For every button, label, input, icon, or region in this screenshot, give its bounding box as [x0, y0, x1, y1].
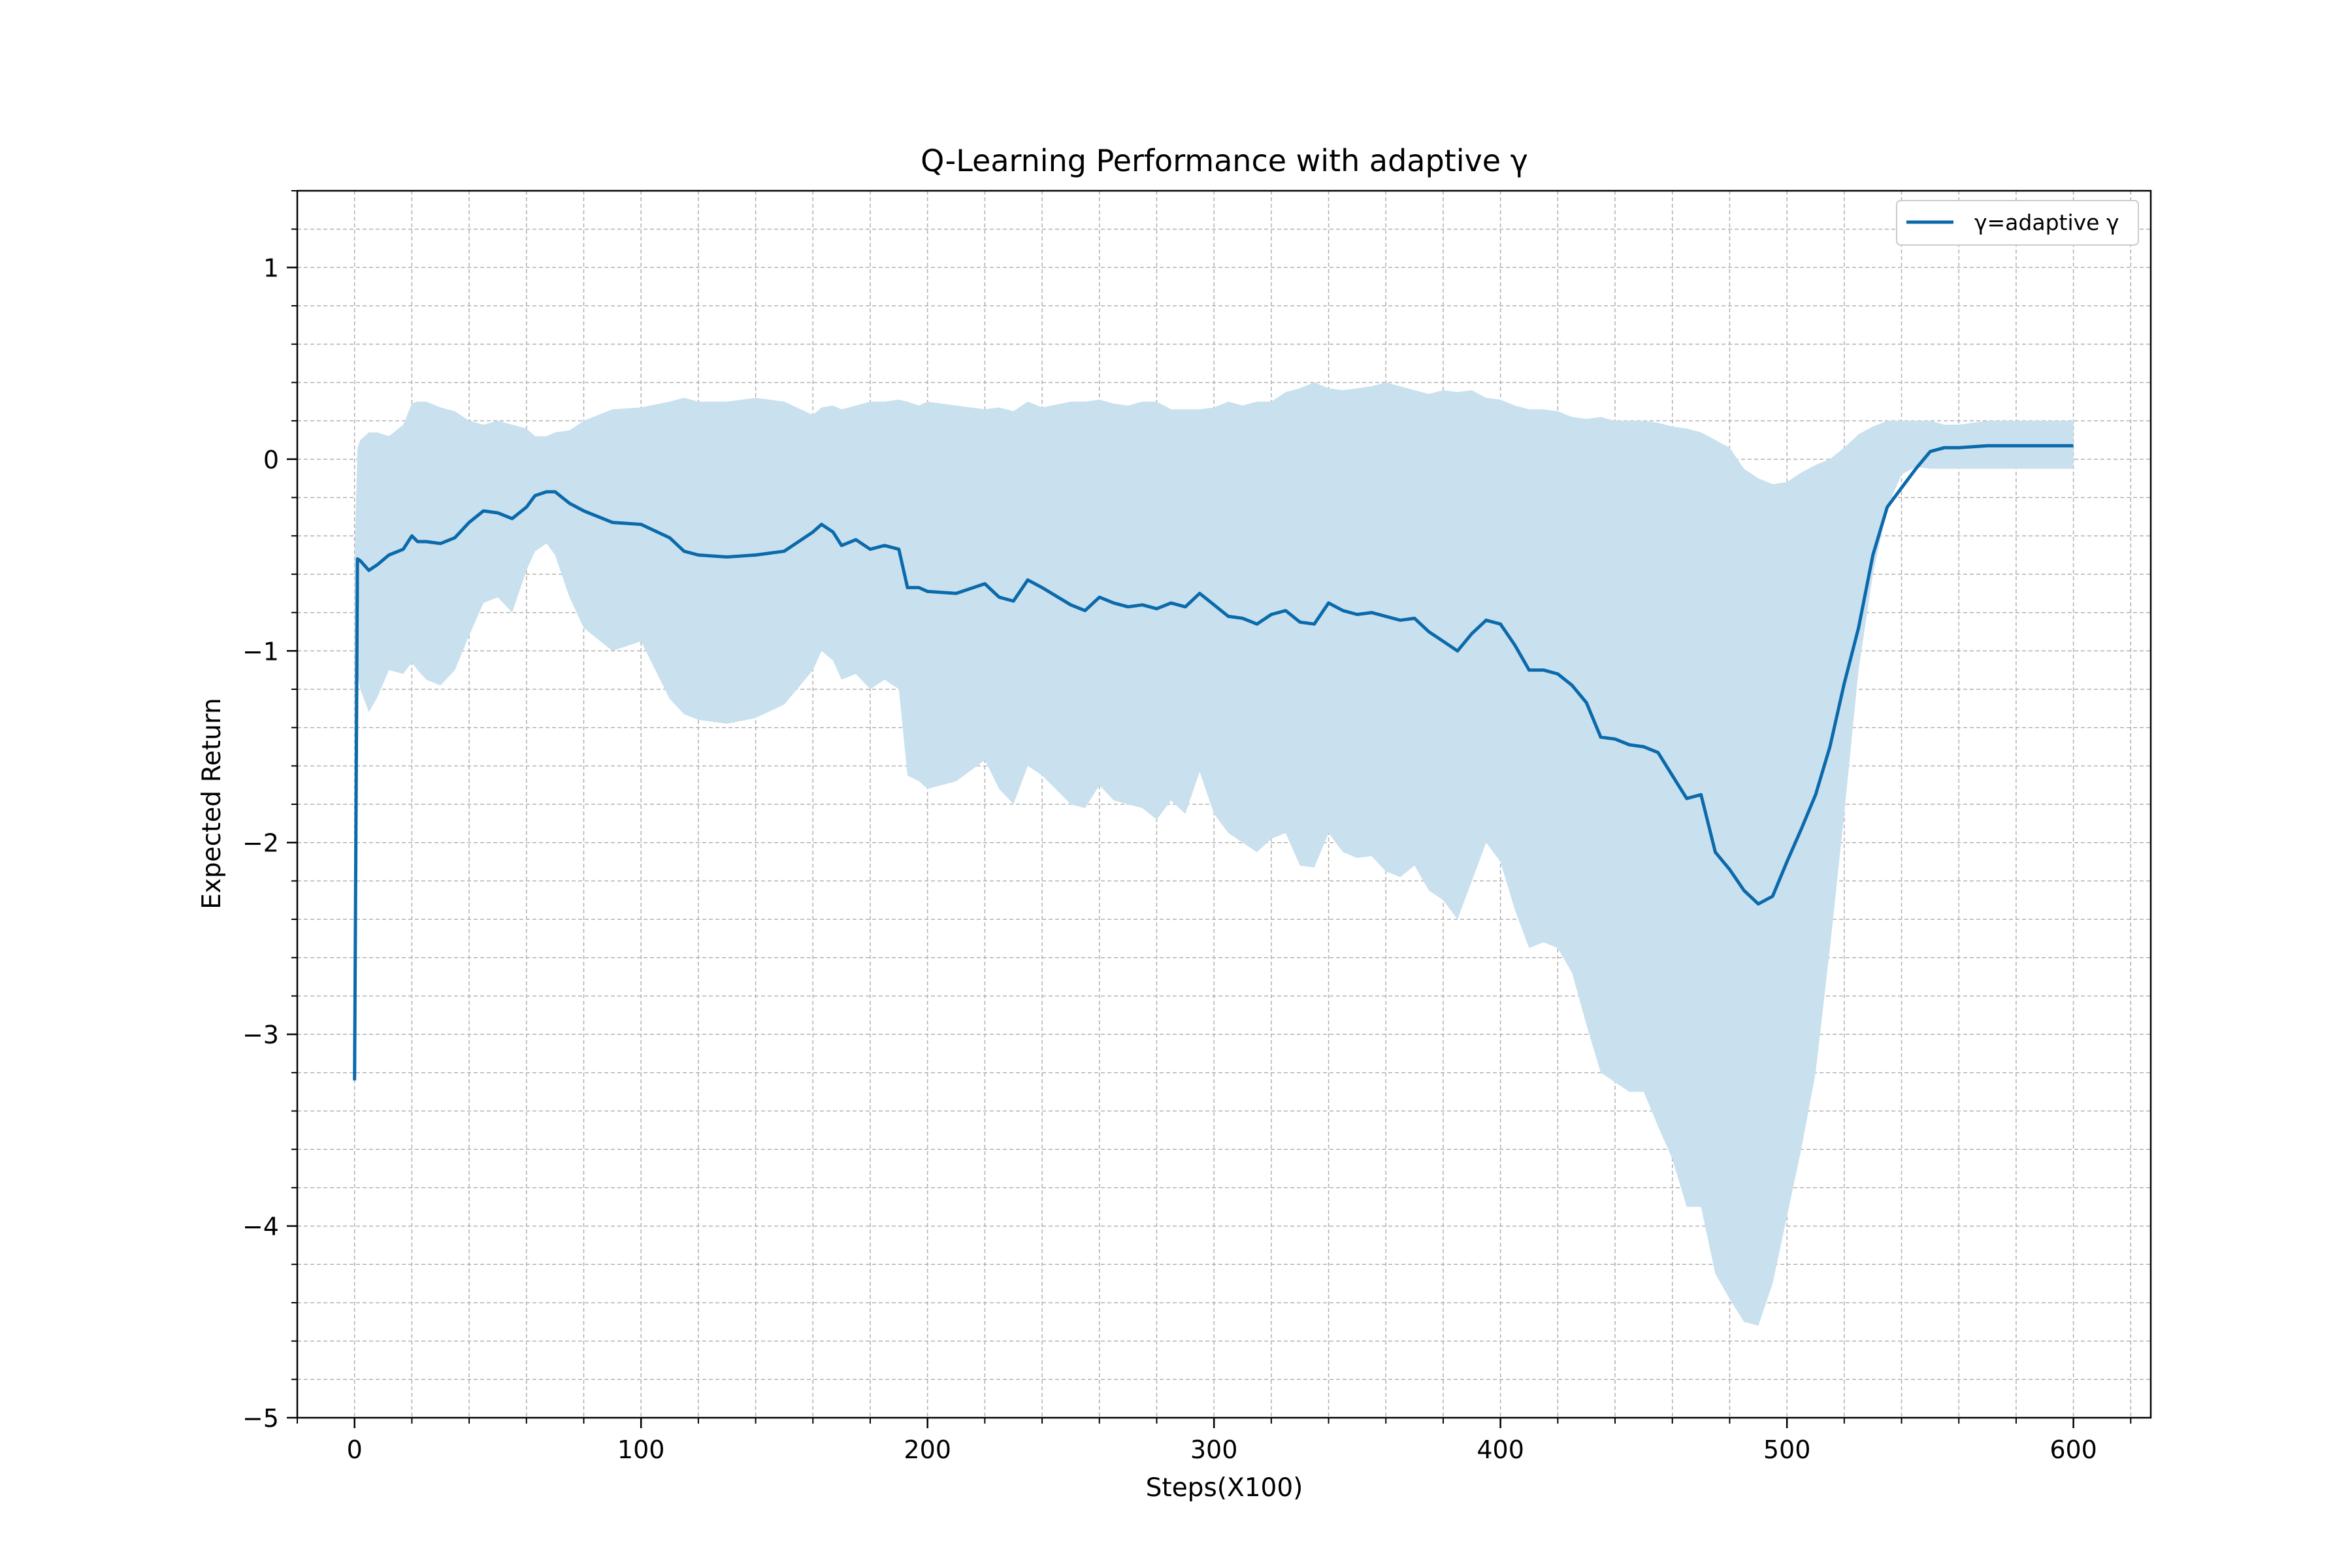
y-tick-label: 0: [263, 446, 279, 474]
x-tick-label: 500: [1763, 1435, 1811, 1464]
confidence-band-layer: [354, 382, 2074, 1326]
y-tick-label: −5: [242, 1404, 279, 1433]
chart-title: Q-Learning Performance with adaptive γ: [921, 143, 1528, 178]
series-confidence-band: [354, 382, 2074, 1326]
series-line-layer: [353, 444, 2074, 1081]
x-tick-label: 600: [2050, 1435, 2097, 1464]
legend: γ=adaptive γ: [1896, 200, 2139, 246]
y-axis-title: Expected Return: [197, 698, 227, 909]
x-tick-label: 200: [904, 1435, 951, 1464]
y-tick-labels: −5 −4 −3 −2 −1 0 1: [242, 253, 279, 1433]
x-tick-label: 400: [1477, 1435, 1524, 1464]
legend-label: γ=adaptive γ: [1974, 210, 2119, 235]
y-tick-label: 1: [263, 253, 279, 282]
x-tick-labels: 0 100 200 300 400 500 600: [347, 1435, 2097, 1464]
x-tick-label: 100: [617, 1435, 665, 1464]
series-line: [353, 444, 2074, 1081]
axis-ticks: [287, 190, 2132, 1428]
legend-box: [1896, 200, 2139, 246]
y-tick-label: −4: [242, 1213, 279, 1241]
x-axis-title: Steps(X100): [1146, 1473, 1303, 1503]
y-tick-label: −1: [242, 637, 279, 666]
y-tick-label: −2: [242, 829, 279, 858]
y-tick-label: −3: [242, 1021, 279, 1049]
x-tick-label: 300: [1190, 1435, 1238, 1464]
x-tick-label: 0: [347, 1435, 363, 1464]
